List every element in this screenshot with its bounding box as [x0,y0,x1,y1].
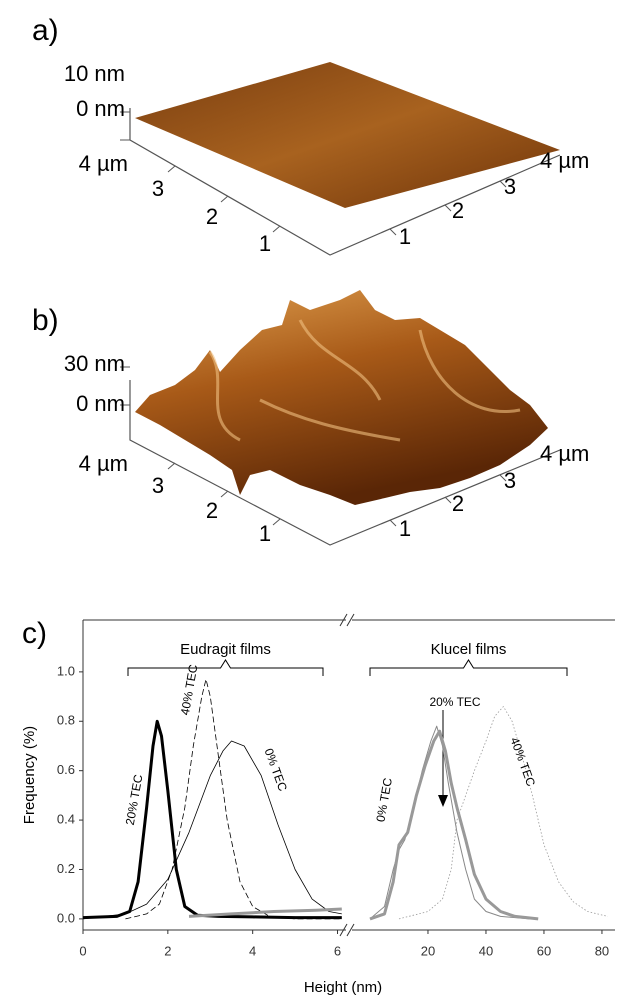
y-tick-label: 0.8 [57,713,75,728]
z-label: 30 nm [64,351,125,376]
x-tick-label: 0 [79,943,86,958]
z-label: 0 nm [76,391,125,416]
annotation: 0% TEC [373,776,395,823]
annotation: 20% TEC [123,773,146,826]
y-tick-label: 1.0 [57,663,75,678]
surface-b [120,290,560,545]
surface-a [120,62,560,255]
data-line [83,741,342,919]
arrow-head [438,795,448,807]
axis-label: 4 µm [79,451,128,476]
x-tick-label: 4 [249,943,256,958]
axis-break [340,614,354,936]
x-axis-label: Height (nm) [304,979,382,996]
data-line [83,721,342,917]
annotation: 20% TEC [429,695,480,709]
axis-label: 3 [152,176,164,201]
annotation: 40% TEC [507,735,538,788]
y-tick-label: 0.4 [57,812,75,827]
axis-label: 2 [452,491,464,516]
axis-label: 4 µm [540,441,589,466]
z-label: 0 nm [76,96,125,121]
y-tick-label: 0.2 [57,861,75,876]
data-line [125,679,341,919]
axis-label: 3 [152,473,164,498]
bracket [370,660,567,676]
axis-label: 3 [504,468,516,493]
z-label: 10 nm [64,61,125,86]
axis-label: 1 [259,521,271,546]
axis-label: 3 [504,174,516,199]
y-axis-label: Frequency (%) [21,726,38,824]
bracket [128,660,323,676]
bracket-label: Eudragit films [180,641,271,658]
x-tick-label: 60 [537,943,551,958]
y-tick-label: 0.0 [57,910,75,925]
afm-surface [135,290,548,505]
axis-label: 4 µm [540,148,589,173]
x-tick-label: 2 [164,943,171,958]
panel-label: a) [32,14,59,47]
figure: a) 10 nm 0 nm 4 µm 3 2 1 1 2 3 4 µm b) 3… [0,0,618,1001]
x-tick-label: 20 [421,943,435,958]
axis-label: 2 [452,198,464,223]
page: a) 10 nm 0 nm 4 µm 3 2 1 1 2 3 4 µm b) 3… [0,0,618,1001]
annotation: 0% TEC [262,746,290,793]
data-line [189,909,342,916]
axis-label: 1 [399,516,411,541]
x-tick-label: 40 [479,943,493,958]
axis-label: 4 µm [79,151,128,176]
x-tick-label: 80 [595,943,609,958]
annotation: 40% TEC [178,663,201,716]
data-line [399,707,608,919]
x-tick-label: 6 [334,943,341,958]
panel-label: b) [32,304,59,337]
panel-label: c) [22,617,47,650]
data-line [370,731,538,919]
axis-label: 1 [259,231,271,256]
axis-label: 2 [206,498,218,523]
afm-surface [135,62,560,208]
axis-label: 2 [206,204,218,229]
y-tick-label: 0.6 [57,762,75,777]
bracket-label: Klucel films [431,641,507,658]
data-line [370,726,530,919]
axis-label: 1 [399,224,411,249]
